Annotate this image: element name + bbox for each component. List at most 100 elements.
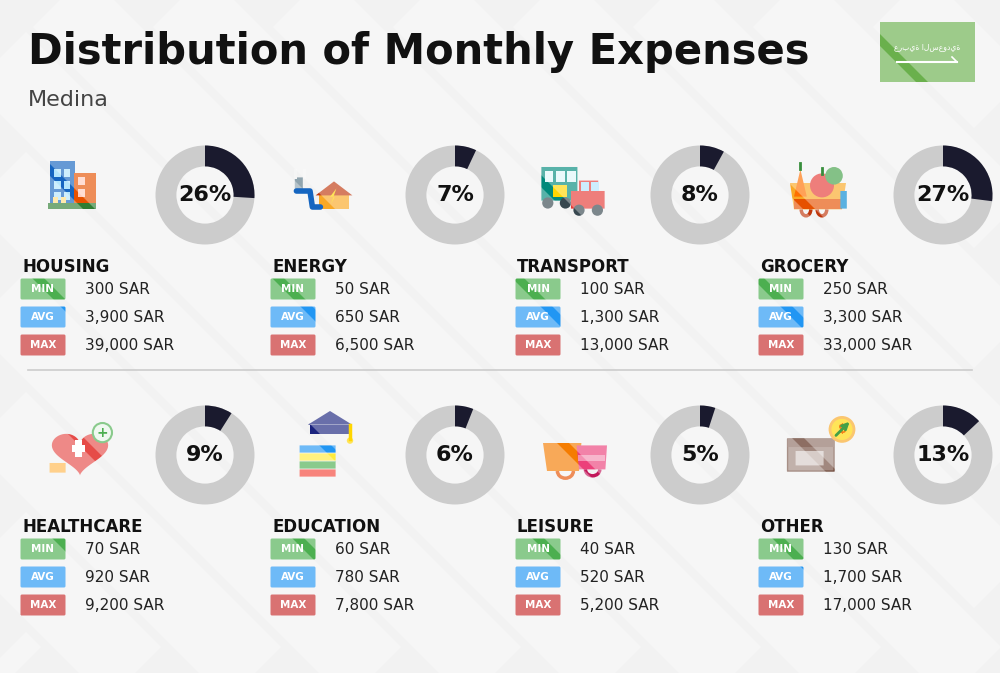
Text: 100 SAR: 100 SAR [580,281,645,297]
Polygon shape [316,182,352,195]
Text: AVG: AVG [31,572,55,582]
Text: AVG: AVG [769,312,793,322]
Text: MAX: MAX [768,600,794,610]
Text: GROCERY: GROCERY [760,258,848,276]
Text: 130 SAR: 130 SAR [823,542,888,557]
FancyBboxPatch shape [516,594,560,616]
Text: AVG: AVG [769,572,793,582]
FancyBboxPatch shape [303,170,306,179]
FancyBboxPatch shape [64,180,70,188]
Wedge shape [893,145,992,244]
FancyBboxPatch shape [571,191,605,209]
FancyBboxPatch shape [759,538,804,559]
FancyBboxPatch shape [796,451,824,466]
FancyBboxPatch shape [880,22,975,82]
FancyBboxPatch shape [759,279,804,299]
FancyBboxPatch shape [578,455,605,462]
Text: 39,000 SAR: 39,000 SAR [85,337,174,353]
FancyBboxPatch shape [48,203,96,209]
FancyBboxPatch shape [567,171,576,182]
Text: 780 SAR: 780 SAR [335,569,400,584]
FancyBboxPatch shape [300,446,336,453]
Text: 1,700 SAR: 1,700 SAR [823,569,902,584]
FancyBboxPatch shape [270,306,316,328]
Text: 3,900 SAR: 3,900 SAR [85,310,164,324]
FancyBboxPatch shape [591,182,599,191]
FancyBboxPatch shape [270,567,316,588]
Text: AVG: AVG [526,572,550,582]
Text: MAX: MAX [525,340,551,350]
FancyBboxPatch shape [759,334,804,355]
FancyBboxPatch shape [75,439,82,458]
Text: +: + [97,425,108,439]
Text: عربية السعودية: عربية السعودية [894,42,960,52]
FancyBboxPatch shape [545,171,553,182]
FancyBboxPatch shape [788,439,834,471]
Text: MAX: MAX [280,600,306,610]
Wedge shape [455,406,473,429]
FancyBboxPatch shape [516,538,560,559]
Wedge shape [650,406,750,505]
Text: HEALTHCARE: HEALTHCARE [22,518,143,536]
Text: 40 SAR: 40 SAR [580,542,635,557]
FancyBboxPatch shape [20,279,66,299]
Text: 17,000 SAR: 17,000 SAR [823,598,912,612]
Text: MIN: MIN [32,544,54,554]
Wedge shape [205,406,232,431]
Text: LEISURE: LEISURE [517,518,595,536]
Text: 7,800 SAR: 7,800 SAR [335,598,414,612]
FancyBboxPatch shape [788,439,834,447]
Text: 1,300 SAR: 1,300 SAR [580,310,659,324]
Text: 5%: 5% [681,445,719,465]
FancyBboxPatch shape [581,182,589,191]
FancyBboxPatch shape [20,594,66,616]
Text: 300 SAR: 300 SAR [85,281,150,297]
Text: TRANSPORT: TRANSPORT [517,258,630,276]
FancyBboxPatch shape [270,334,316,355]
FancyBboxPatch shape [54,192,61,200]
Circle shape [592,205,603,216]
FancyBboxPatch shape [300,469,336,476]
Circle shape [542,197,553,209]
Text: 7%: 7% [436,185,474,205]
Circle shape [573,205,585,216]
Text: 6%: 6% [436,445,474,465]
FancyBboxPatch shape [840,191,847,209]
Wedge shape [455,145,476,169]
Text: 13%: 13% [916,445,970,465]
Text: MAX: MAX [30,340,56,350]
Text: MIN: MIN [526,284,550,294]
Text: 13,000 SAR: 13,000 SAR [580,337,669,353]
Polygon shape [577,446,607,469]
Text: 8%: 8% [681,185,719,205]
Text: Medina: Medina [28,90,109,110]
Text: MIN: MIN [526,544,550,554]
FancyBboxPatch shape [556,171,565,182]
Wedge shape [156,406,254,505]
Wedge shape [406,406,505,505]
Text: AVG: AVG [281,312,305,322]
Text: 6,500 SAR: 6,500 SAR [335,337,414,353]
Text: AVG: AVG [281,572,305,582]
Text: 520 SAR: 520 SAR [580,569,645,584]
FancyBboxPatch shape [20,567,66,588]
FancyBboxPatch shape [516,279,560,299]
Circle shape [825,167,843,184]
FancyBboxPatch shape [270,538,316,559]
FancyBboxPatch shape [759,306,804,328]
FancyBboxPatch shape [300,462,336,468]
Text: 33,000 SAR: 33,000 SAR [823,337,912,353]
Text: MIN: MIN [32,284,54,294]
FancyBboxPatch shape [50,463,66,472]
FancyBboxPatch shape [579,180,598,192]
Polygon shape [52,434,108,475]
Text: $: $ [838,423,846,436]
FancyBboxPatch shape [20,334,66,355]
Wedge shape [943,406,979,435]
Polygon shape [794,170,807,197]
FancyBboxPatch shape [53,197,58,203]
FancyBboxPatch shape [54,170,61,178]
Wedge shape [205,145,254,198]
Polygon shape [543,443,581,471]
Text: 650 SAR: 650 SAR [335,310,400,324]
